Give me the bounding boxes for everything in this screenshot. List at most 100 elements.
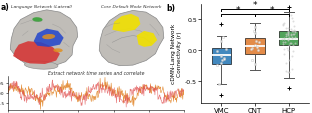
Ellipse shape xyxy=(53,49,63,53)
Point xyxy=(290,21,295,23)
Text: b): b) xyxy=(167,4,176,12)
Polygon shape xyxy=(112,15,140,33)
Point xyxy=(251,31,256,33)
Point xyxy=(284,63,289,65)
Point xyxy=(292,34,297,36)
Point xyxy=(289,18,294,19)
Point xyxy=(285,34,290,35)
Ellipse shape xyxy=(32,18,42,23)
Point xyxy=(222,57,227,59)
Point xyxy=(291,44,296,46)
Point xyxy=(290,31,295,32)
Point xyxy=(219,60,224,62)
Point xyxy=(290,37,295,39)
Point xyxy=(291,30,296,32)
Point xyxy=(224,49,229,51)
Y-axis label: cDMN-Lang Network
Connectivity (r): cDMN-Lang Network Connectivity (r) xyxy=(172,24,182,84)
Text: *: * xyxy=(270,6,274,15)
Ellipse shape xyxy=(24,61,58,70)
Point xyxy=(215,50,220,52)
Point xyxy=(284,34,289,36)
Point xyxy=(292,31,297,33)
Polygon shape xyxy=(13,42,60,64)
Point xyxy=(285,50,290,52)
Point xyxy=(221,59,226,60)
Point xyxy=(286,45,291,46)
Point xyxy=(289,34,294,35)
PathPatch shape xyxy=(212,48,231,64)
Point xyxy=(280,24,285,26)
Point xyxy=(281,38,286,39)
Ellipse shape xyxy=(42,35,55,40)
Point xyxy=(281,44,286,46)
Text: *: * xyxy=(236,6,241,15)
Polygon shape xyxy=(34,29,64,47)
Text: a): a) xyxy=(1,3,10,12)
Point xyxy=(280,39,285,40)
Point xyxy=(284,48,289,49)
Point xyxy=(287,43,292,45)
PathPatch shape xyxy=(279,32,299,46)
Point xyxy=(281,49,286,51)
Point xyxy=(219,41,224,42)
Point xyxy=(252,32,257,34)
Point xyxy=(285,72,290,74)
Point xyxy=(253,45,258,47)
Point xyxy=(282,54,287,56)
Point xyxy=(288,29,293,30)
Text: Core Default Mode Network: Core Default Mode Network xyxy=(101,5,161,9)
Point xyxy=(286,32,291,33)
Point xyxy=(252,27,257,29)
Point xyxy=(289,15,294,17)
Point xyxy=(286,28,291,30)
Point xyxy=(285,35,290,37)
Point xyxy=(253,41,258,42)
Point xyxy=(283,42,288,44)
Point xyxy=(289,43,294,45)
Point xyxy=(218,62,223,64)
Point xyxy=(285,39,290,41)
Point xyxy=(291,26,296,28)
Point xyxy=(292,42,297,44)
Point xyxy=(281,23,286,25)
Polygon shape xyxy=(99,11,164,66)
Point xyxy=(288,34,293,36)
Text: Language Network (Lateral): Language Network (Lateral) xyxy=(11,5,72,9)
Point xyxy=(286,31,291,33)
Point xyxy=(292,32,297,34)
Point xyxy=(255,50,260,51)
PathPatch shape xyxy=(245,39,265,55)
Point xyxy=(250,59,255,61)
Point xyxy=(283,28,288,30)
Point xyxy=(285,40,290,42)
Point xyxy=(290,51,295,53)
Point xyxy=(221,37,226,39)
Point xyxy=(292,37,297,39)
Point xyxy=(282,39,287,41)
Point xyxy=(250,48,255,50)
Point xyxy=(286,59,291,61)
Point xyxy=(286,33,291,35)
Point xyxy=(290,30,295,32)
Point xyxy=(291,34,296,36)
Point xyxy=(217,83,222,85)
Point xyxy=(289,38,294,39)
Point xyxy=(252,64,257,66)
Point xyxy=(290,56,295,58)
Point xyxy=(280,25,285,27)
Point xyxy=(254,47,259,49)
Point xyxy=(284,36,289,38)
Point xyxy=(219,56,224,58)
Point xyxy=(249,49,254,51)
Point xyxy=(286,72,291,74)
Point xyxy=(257,42,262,44)
Point xyxy=(286,37,291,38)
Point xyxy=(290,68,295,70)
Text: Extract network time series and correlate: Extract network time series and correlat… xyxy=(48,70,144,75)
Point xyxy=(215,65,220,66)
Point xyxy=(280,42,285,44)
Point xyxy=(284,71,289,73)
Polygon shape xyxy=(137,32,157,47)
Text: *: * xyxy=(253,1,257,10)
Polygon shape xyxy=(10,11,78,67)
